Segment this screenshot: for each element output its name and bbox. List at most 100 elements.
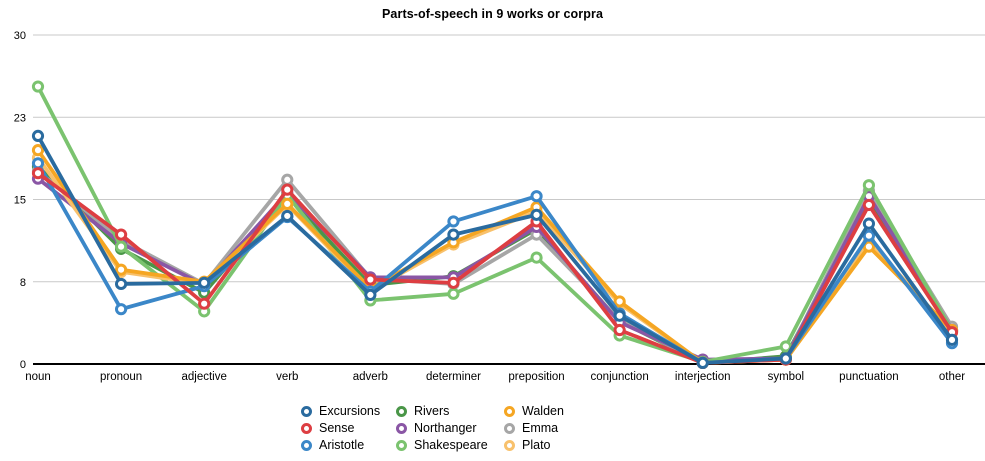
data-point xyxy=(447,228,460,241)
legend-marker-icon xyxy=(504,423,515,434)
legend-item-northanger: Northanger xyxy=(396,420,504,437)
legend-marker-icon xyxy=(396,406,407,417)
legend-item-excursions: Excursions xyxy=(301,403,396,420)
legend-label: Emma xyxy=(522,421,559,435)
legend-label: Aristotle xyxy=(319,438,365,452)
x-tick-label: interjection xyxy=(675,371,731,383)
data-point xyxy=(613,295,626,308)
y-tick-label: 15 xyxy=(14,195,26,207)
data-point xyxy=(31,80,45,93)
y-tick-label: 23 xyxy=(14,112,26,124)
y-tick-label: 30 xyxy=(14,30,26,42)
legend-marker-icon xyxy=(301,423,312,434)
legend-label: Shakespeare xyxy=(414,438,488,452)
legend-marker-icon xyxy=(504,440,515,451)
data-point xyxy=(447,287,460,300)
data-point xyxy=(862,229,876,242)
data-point xyxy=(613,323,626,337)
legend-marker-icon xyxy=(396,423,407,434)
x-tick-label: symbol xyxy=(768,371,804,383)
legend-marker-icon xyxy=(504,406,515,417)
data-point xyxy=(862,179,876,192)
data-point xyxy=(447,215,460,228)
data-point xyxy=(281,209,294,223)
x-tick-label: pronoun xyxy=(100,371,142,383)
data-point xyxy=(31,167,45,180)
x-tick-label: other xyxy=(939,371,965,383)
data-point xyxy=(31,129,45,142)
legend-label: Excursions xyxy=(319,404,381,418)
data-point xyxy=(779,340,792,353)
series-line xyxy=(36,84,954,364)
legend-column: Rivers Northanger Shakespeare xyxy=(396,403,504,454)
gridlines xyxy=(33,34,985,365)
legend-marker-icon xyxy=(301,406,312,417)
x-tick-label: adverb xyxy=(353,371,388,383)
legend-label: Plato xyxy=(522,438,551,452)
series-line xyxy=(36,161,954,365)
data-point xyxy=(114,240,128,253)
y-tick-label: 0 xyxy=(20,359,26,371)
data-point xyxy=(281,197,294,210)
chart-legend: Excursions Sense Aristotle Rivers Northanger… xyxy=(301,403,564,454)
data-point xyxy=(364,273,377,286)
legend-marker-icon xyxy=(301,440,312,451)
data-point xyxy=(281,183,294,196)
x-tick-label: adjective xyxy=(181,371,226,383)
data-point xyxy=(281,173,294,186)
data-point xyxy=(696,356,709,370)
series-line xyxy=(36,176,954,362)
y-axis-tick-labels: 0 8 15 23 30 xyxy=(14,30,26,371)
data-point xyxy=(862,217,876,230)
legend-column: Walden Emma Plato xyxy=(504,403,564,454)
data-point xyxy=(945,333,959,346)
legend-item-walden: Walden xyxy=(504,403,564,420)
series-line xyxy=(36,164,954,365)
series-shakespeare xyxy=(31,80,959,368)
legend-item-emma: Emma xyxy=(504,420,564,437)
data-point xyxy=(114,303,128,316)
data-point xyxy=(779,352,792,365)
x-tick-label: conjunction xyxy=(591,371,649,383)
legend-item-plato: Plato xyxy=(504,437,564,454)
x-tick-label: noun xyxy=(25,371,51,383)
series-line xyxy=(36,133,954,365)
data-point xyxy=(530,190,543,203)
data-point xyxy=(198,276,211,289)
data-point xyxy=(31,157,45,170)
data-point xyxy=(530,251,543,264)
legend-item-rivers: Rivers xyxy=(396,403,504,420)
series-line xyxy=(36,148,954,365)
legend-label: Northanger xyxy=(414,421,477,435)
data-point xyxy=(31,144,45,157)
legend-marker-icon xyxy=(396,440,407,451)
data-point xyxy=(364,288,377,302)
y-tick-label: 8 xyxy=(20,277,26,289)
chart-title: Parts-of-speech in 9 works or corpra xyxy=(381,7,604,21)
legend-item-shakespeare: Shakespeare xyxy=(396,437,504,454)
legend-label: Rivers xyxy=(414,404,450,418)
series-aristotle xyxy=(31,157,959,370)
x-tick-label: preposition xyxy=(508,371,564,383)
data-point xyxy=(862,240,876,253)
data-point xyxy=(114,263,128,276)
x-tick-label: verb xyxy=(276,371,298,383)
series-walden xyxy=(31,144,959,370)
x-tick-label: determiner xyxy=(426,371,481,383)
data-point xyxy=(114,277,128,291)
x-axis-tick-labels: noun pronoun adjective verb adverb determiner… xyxy=(25,371,965,383)
data-point xyxy=(447,276,460,289)
data-point xyxy=(114,228,128,241)
data-point xyxy=(530,208,543,221)
data-point xyxy=(613,309,626,322)
legend-item-aristotle: Aristotle xyxy=(301,437,396,454)
legend-column: Excursions Sense Aristotle xyxy=(301,403,396,454)
data-point xyxy=(198,297,211,310)
data-point xyxy=(862,198,876,212)
legend-label: Sense xyxy=(319,421,355,435)
x-tick-label: punctuation xyxy=(839,371,898,383)
series-excursions xyxy=(31,129,959,370)
legend-label: Walden xyxy=(522,404,564,418)
